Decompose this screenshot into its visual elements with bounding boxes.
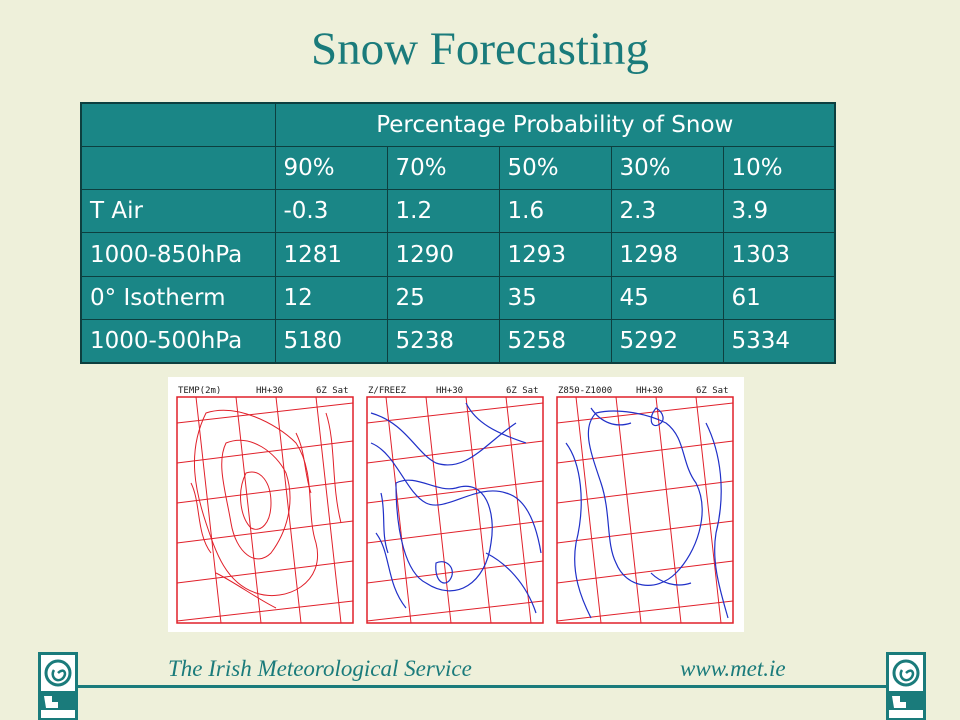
table-cell: 25 <box>386 275 500 320</box>
map-title: Z/FREEZ <box>368 386 407 396</box>
row-label: 1000-850hPa <box>80 232 276 277</box>
table-cell: 35 <box>498 275 612 320</box>
slide-title: Snow Forecasting <box>310 23 650 75</box>
footer-divider <box>78 685 890 688</box>
temperature-map: TEMP(2m) HH+30 6Z Sat <box>176 386 354 624</box>
table-cell: 1293 <box>498 232 612 277</box>
footer-organization: The Irish Meteorological Service <box>168 656 472 681</box>
forecast-maps-image: TEMP(2m) HH+30 6Z Sat Z/FREEZ HH+30 6Z S… <box>168 377 744 632</box>
table-cell: 5258 <box>498 318 612 364</box>
table-row: T Air -0.3 1.2 1.6 2.3 3.9 <box>80 189 836 234</box>
table-row: 1000-500hPa 5180 5238 5258 5292 5334 <box>80 318 836 364</box>
row-label: T Air <box>80 189 276 234</box>
table-cell: 1290 <box>386 232 500 277</box>
table-cell: 2.3 <box>610 189 724 234</box>
map-time: HH+30 <box>256 386 283 396</box>
table-cell: 5292 <box>610 318 724 364</box>
probability-row: 90% 70% 50% 30% 10% <box>80 146 836 191</box>
map-valid: 6Z Sat <box>696 386 729 396</box>
thickness-map: Z850-Z1000 HH+30 6Z Sat <box>556 386 734 624</box>
probability-cell: 90% <box>274 146 388 191</box>
table-row: 1000-850hPa 1281 1290 1293 1298 1303 <box>80 232 836 277</box>
table-corner-cell <box>80 146 276 191</box>
probability-cell: 10% <box>722 146 836 191</box>
table-cell: 1303 <box>722 232 836 277</box>
map-time: HH+30 <box>436 386 463 396</box>
table-corner-cell <box>80 102 276 148</box>
map-time: HH+30 <box>636 386 663 396</box>
table-cell: 1.2 <box>386 189 500 234</box>
table-row: 0° Isotherm 12 25 35 45 61 <box>80 275 836 320</box>
probability-cell: 70% <box>386 146 500 191</box>
table-header-row: Percentage Probability of Snow <box>80 102 836 148</box>
table-cell: 45 <box>610 275 724 320</box>
table-cell: 61 <box>722 275 836 320</box>
table-cell: 12 <box>274 275 388 320</box>
map-valid: 6Z Sat <box>506 386 539 396</box>
map-valid: 6Z Sat <box>316 386 349 396</box>
table-cell: 5334 <box>722 318 836 364</box>
map-title: TEMP(2m) <box>178 386 221 396</box>
probability-cell: 50% <box>498 146 612 191</box>
table-cell: 1298 <box>610 232 724 277</box>
row-label: 1000-500hPa <box>80 318 276 364</box>
met-eireann-logo-icon <box>886 652 926 720</box>
freezing-level-map: Z/FREEZ HH+30 6Z Sat <box>366 386 544 624</box>
table-cell: 5180 <box>274 318 388 364</box>
table-cell: 3.9 <box>722 189 836 234</box>
footer-website[interactable]: www.met.ie <box>680 656 786 681</box>
table-cell: 1.6 <box>498 189 612 234</box>
table-cell: -0.3 <box>274 189 388 234</box>
table-header: Percentage Probability of Snow <box>274 102 836 148</box>
probability-cell: 30% <box>610 146 724 191</box>
met-eireann-logo-icon <box>38 652 78 720</box>
snow-probability-table: Percentage Probability of Snow 90% 70% 5… <box>80 102 837 364</box>
map-title: Z850-Z1000 <box>558 386 612 396</box>
table-cell: 5238 <box>386 318 500 364</box>
table-cell: 1281 <box>274 232 388 277</box>
row-label: 0° Isotherm <box>80 275 276 320</box>
